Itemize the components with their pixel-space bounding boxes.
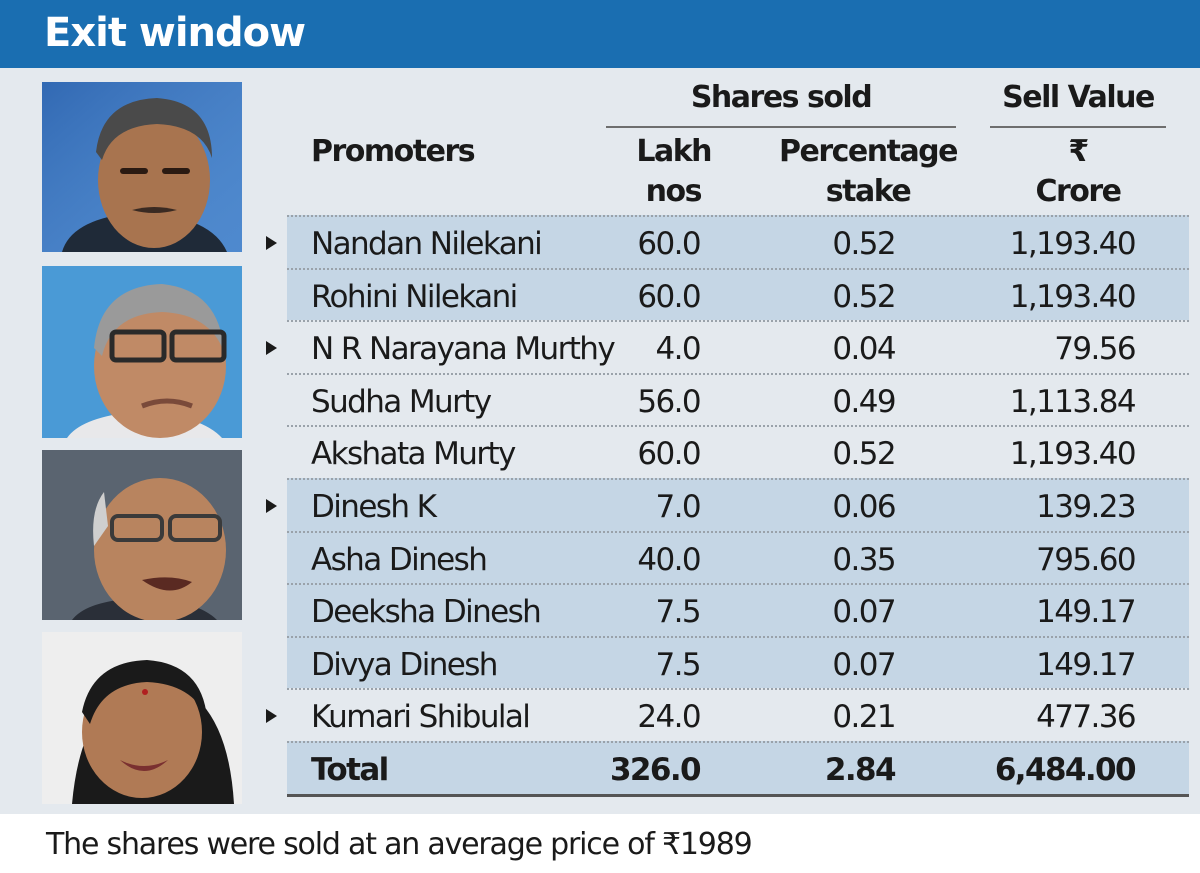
promoter-name: N R Narayana Murthy xyxy=(311,331,616,368)
column-header-rupee: ₹ xyxy=(1068,134,1089,169)
lakh-shares-value: 60.0 xyxy=(637,226,701,262)
sell-value-crore: 139.23 xyxy=(1036,488,1136,525)
lakh-shares-value: 7.5 xyxy=(655,646,701,683)
column-group-shares-sold: Shares sold xyxy=(690,80,873,115)
column-header-lakh-unit: nos xyxy=(645,174,703,209)
lakh-shares-value: 56.0 xyxy=(637,383,701,420)
lakh-shares-value: 60.0 xyxy=(637,278,701,315)
table-row: Rohini Nilekani 60.0 0.52 1,193.40 xyxy=(287,267,1189,321)
triangle-marker-icon xyxy=(266,236,277,250)
footnote: The shares were sold at an average price… xyxy=(46,827,753,862)
table-row: Nandan Nilekani 60.0 0.52 1,193.40 xyxy=(266,215,1189,268)
column-group-sell-value: Sell Value xyxy=(1002,80,1155,115)
total-label: Total xyxy=(311,751,389,788)
lakh-shares-value: 60.0 xyxy=(637,436,701,473)
lakh-shares-value: 24.0 xyxy=(637,699,701,736)
lakh-shares-value: 7.0 xyxy=(655,488,701,525)
data-table: Nandan Nilekani 60.0 0.52 1,193.40 Rohini Ni… xyxy=(266,215,1189,797)
column-header-lakh: Lakh xyxy=(636,134,712,169)
column-header-crore: Crore xyxy=(1035,174,1122,209)
table-row: Divya Dinesh 7.5 0.07 149.17 xyxy=(287,635,1189,689)
triangle-marker-icon xyxy=(266,498,277,513)
sell-value-crore: 1,193.40 xyxy=(1009,278,1137,315)
promoter-name: Nandan Nilekani xyxy=(311,226,543,262)
header-rule-sell-value xyxy=(990,126,1166,128)
sell-value-crore: 149.17 xyxy=(1036,594,1136,631)
total-row: Total 326.0 2.84 6,484.00 xyxy=(287,740,1189,794)
sell-value-crore: 477.36 xyxy=(1036,699,1136,736)
column-header-promoters: Promoters xyxy=(311,134,476,169)
column-header-percentage: Percentage xyxy=(778,134,959,169)
percentage-stake-value: 0.52 xyxy=(832,226,896,262)
percentage-stake-value: 0.04 xyxy=(832,331,896,368)
total-lakh-shares: 326.0 xyxy=(609,751,702,788)
percentage-stake-value: 0.52 xyxy=(832,278,896,315)
page-title: Exit window xyxy=(44,10,306,56)
column-header-stake: stake xyxy=(825,174,912,209)
percentage-stake-value: 0.06 xyxy=(832,488,896,525)
table-bottom-rule xyxy=(287,793,1189,797)
table-row: Sudha Murty 56.0 0.49 1,113.84 xyxy=(287,372,1189,426)
triangle-marker-icon xyxy=(266,709,277,724)
total-percentage-stake: 2.84 xyxy=(824,751,897,788)
promoter-name: Divya Dinesh xyxy=(311,646,498,683)
percentage-stake-value: 0.52 xyxy=(832,436,896,473)
sell-value-crore: 1,193.40 xyxy=(1009,436,1137,473)
promoter-name: Sudha Murty xyxy=(311,383,492,420)
lakh-shares-value: 7.5 xyxy=(655,594,701,631)
total-sell-value: 6,484.00 xyxy=(994,751,1137,788)
sell-value-crore: 1,113.84 xyxy=(1009,383,1137,420)
promoter-name: Akshata Murty xyxy=(311,436,516,473)
promoter-name: Kumari Shibulal xyxy=(311,699,531,736)
lakh-shares-value: 4.0 xyxy=(655,331,701,368)
title-bar: Exit window xyxy=(0,0,1200,68)
sell-value-crore: 1,193.40 xyxy=(1009,226,1137,262)
table-row: N R Narayana Murthy 4.0 0.04 79.56 xyxy=(266,320,1189,373)
table-row: Deeksha Dinesh 7.5 0.07 149.17 xyxy=(287,583,1189,636)
promoter-name: Deeksha Dinesh xyxy=(311,594,542,631)
portrait-photo-4 xyxy=(42,632,242,804)
header-rule-shares xyxy=(606,126,956,128)
percentage-stake-value: 0.07 xyxy=(832,646,896,683)
triangle-marker-icon xyxy=(266,341,277,356)
percentage-stake-value: 0.07 xyxy=(832,594,896,631)
percentage-stake-value: 0.35 xyxy=(832,541,896,578)
lakh-shares-value: 40.0 xyxy=(637,541,701,578)
promoter-name: Dinesh K xyxy=(311,488,437,525)
promoter-name: Asha Dinesh xyxy=(311,541,488,578)
percentage-stake-value: 0.49 xyxy=(832,383,896,420)
portrait-photo-1 xyxy=(42,82,242,252)
portrait-photo-2 xyxy=(42,266,242,438)
table-row: Akshata Murty 60.0 0.52 1,193.40 xyxy=(287,425,1189,478)
promoter-name: Rohini Nilekani xyxy=(311,278,518,315)
sell-value-crore: 149.17 xyxy=(1036,646,1136,683)
table-row: Kumari Shibulal 24.0 0.21 477.36 xyxy=(266,688,1189,741)
sell-value-crore: 795.60 xyxy=(1036,541,1136,578)
table-row: Dinesh K 7.0 0.06 139.23 xyxy=(266,477,1189,531)
table-row: Asha Dinesh 40.0 0.35 795.60 xyxy=(287,530,1189,584)
sell-value-crore: 79.56 xyxy=(1054,331,1136,368)
percentage-stake-value: 0.21 xyxy=(832,699,896,736)
portrait-photo-3 xyxy=(42,450,242,620)
